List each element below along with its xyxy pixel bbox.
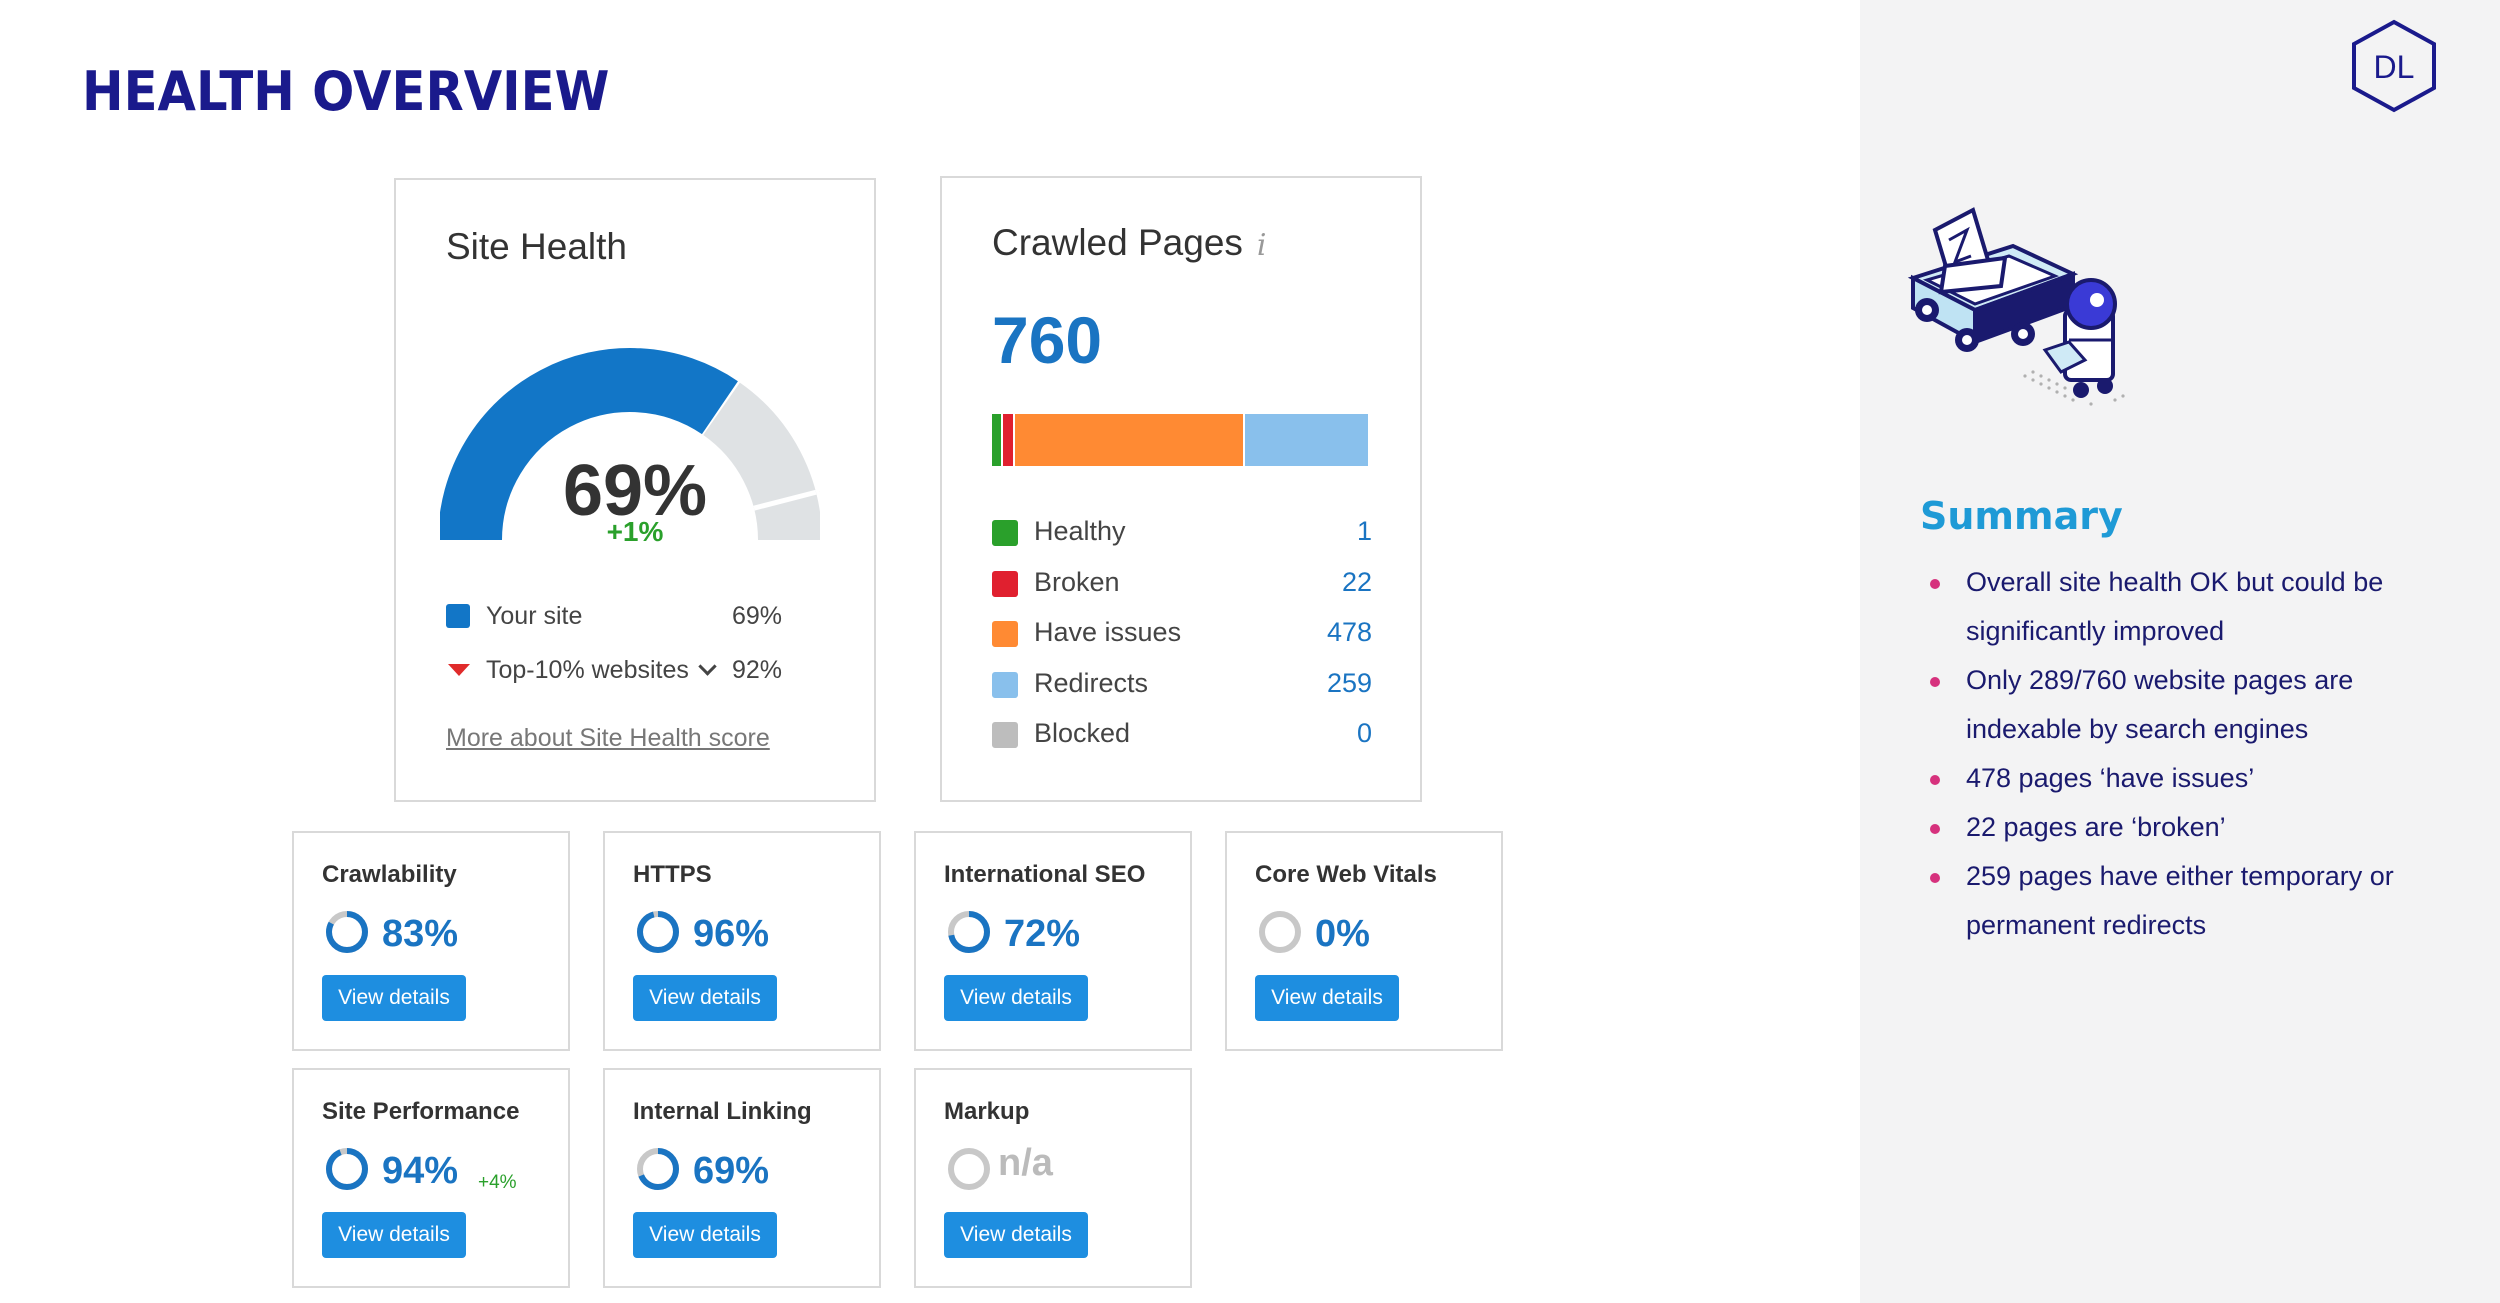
metric-title: Site Performance [322, 1098, 520, 1125]
crawled-row-broken[interactable]: Broken 22 [992, 565, 1372, 601]
gauge-score-arc [440, 348, 738, 541]
metric-card-site-performance: Site Performance 94% +4% View details [292, 1068, 570, 1288]
chevron-down-icon[interactable] [698, 657, 717, 676]
crawled-pages-title: Crawled Pages i [992, 222, 1267, 264]
summary-item: 259 pages have either temporary or perma… [1928, 852, 2468, 950]
dl-logo: DL [2350, 18, 2438, 114]
status-swatch-icon [992, 570, 1018, 597]
crawled-row-label: Redirects [1034, 667, 1149, 698]
metric-value: 94% [382, 1150, 459, 1192]
info-icon[interactable]: i [1256, 228, 1267, 263]
legend-label: Top-10% websites [486, 656, 689, 684]
legend-value: 92% [731, 656, 782, 684]
metric-title: HTTPS [633, 861, 712, 888]
slide-title: HEALTH OVERVIEW [82, 60, 610, 123]
view-details-button[interactable]: View details [1255, 975, 1399, 1021]
metric-delta: +4% [478, 1172, 517, 1193]
metric-value: 96% [693, 913, 770, 955]
metric-title: Markup [944, 1098, 1030, 1125]
crawled-stacked-bar [992, 414, 1370, 466]
your-site-swatch-icon [446, 604, 470, 628]
progress-ring-icon [948, 1148, 990, 1190]
view-details-button[interactable]: View details [944, 975, 1088, 1021]
crawled-row-label: Broken [1034, 566, 1120, 597]
progress-ring-icon [637, 1148, 679, 1190]
metric-value: 83% [382, 913, 459, 955]
logo-text: DL [2374, 49, 2415, 85]
metric-card-international-seo: International SEO 72% View details [914, 831, 1192, 1051]
gauge-remainder-arc [702, 382, 820, 541]
metric-card-core-web-vitals: Core Web Vitals 0% View details [1225, 831, 1503, 1051]
crawled-row-value[interactable]: 478 [1326, 617, 1372, 648]
crawled-row-value[interactable]: 1 [1356, 516, 1372, 546]
progress-ring-icon [326, 1148, 368, 1190]
legend-label: Your site [486, 602, 583, 630]
status-swatch-icon [992, 621, 1018, 648]
crawled-row-have-issues[interactable]: Have issues 478 [992, 615, 1372, 651]
metric-value: 69% [693, 1150, 770, 1192]
summary-title: Summary [1920, 494, 2123, 538]
summary-item: Overall site health OK but could be sign… [1928, 558, 2468, 656]
legend-top10[interactable]: Top-10% websites 92% [446, 654, 846, 688]
crawled-pages-card: Crawled Pages i 760 Healthy 1 Broken 22 Have … [940, 176, 1422, 802]
crawled-total: 760 [992, 303, 1103, 377]
view-details-button[interactable]: View details [633, 1212, 777, 1258]
crawled-row-label: Blocked [1034, 718, 1131, 749]
bar-segment-broken[interactable] [1003, 414, 1014, 466]
status-swatch-icon [992, 671, 1018, 698]
crawled-row-value[interactable]: 259 [1326, 667, 1372, 698]
crawled-row-redirects[interactable]: Redirects 259 [992, 666, 1372, 702]
site-health-card: Site Health 69% +1% Your site 69% Top-10… [394, 178, 876, 802]
crawled-row-label: Have issues [1034, 617, 1182, 648]
crawled-row-value[interactable]: 0 [1356, 718, 1372, 749]
progress-ring-icon [1259, 911, 1301, 953]
view-details-button[interactable]: View details [322, 1212, 466, 1258]
crawled-row-value[interactable]: 22 [1341, 566, 1372, 597]
more-about-site-health-link[interactable]: More about Site Health score [446, 724, 770, 752]
crawled-title-text: Crawled Pages [992, 222, 1243, 263]
metric-title: International SEO [944, 861, 1146, 888]
gauge-top10-tick [753, 489, 817, 511]
status-swatch-icon [992, 722, 1018, 749]
summary-list: Overall site health OK but could be sign… [1928, 558, 2468, 950]
metric-card-https: HTTPS 96% View details [603, 831, 881, 1051]
legend-your-site: Your site 69% [446, 600, 846, 634]
metric-card-markup: Markup n/a View details [914, 1068, 1192, 1288]
crawled-row-healthy[interactable]: Healthy 1 [992, 514, 1372, 550]
metric-title: Internal Linking [633, 1098, 812, 1125]
metric-value: 0% [1315, 913, 1370, 955]
view-details-button[interactable]: View details [944, 1212, 1088, 1258]
site-health-delta: +1% [606, 516, 664, 547]
bar-segment-healthy[interactable] [992, 414, 1002, 466]
status-swatch-icon [992, 520, 1018, 546]
progress-ring-icon [326, 911, 368, 953]
legend-value: 69% [731, 602, 782, 630]
metric-card-crawlability: Crawlability 83% View details [292, 831, 570, 1051]
summary-item: Only 289/760 website pages are indexable… [1928, 656, 2468, 754]
robot-truck-illustration [1907, 207, 2125, 406]
top10-dropdown[interactable]: Top-10% websites [486, 656, 717, 685]
summary-item: 22 pages are ‘broken’ [1928, 803, 2468, 852]
crawled-row-label: Healthy [1034, 516, 1126, 546]
progress-ring-icon [637, 911, 679, 953]
metric-card-internal-linking: Internal Linking 69% View details [603, 1068, 881, 1288]
view-details-button[interactable]: View details [322, 975, 466, 1021]
site-health-title: Site Health [446, 226, 627, 267]
site-health-score: 69% [562, 451, 708, 531]
progress-ring-icon [948, 911, 990, 953]
bar-segment-have-issues[interactable] [1015, 414, 1243, 466]
bar-segment-redirects[interactable] [1244, 414, 1368, 466]
summary-item: 478 pages ‘have issues’ [1928, 754, 2468, 803]
red-triangle-icon [448, 664, 470, 676]
metric-title: Core Web Vitals [1255, 861, 1437, 888]
metric-value: 72% [1004, 913, 1081, 955]
metric-value: n/a [998, 1142, 1053, 1184]
view-details-button[interactable]: View details [633, 975, 777, 1021]
site-health-gauge [440, 348, 820, 541]
crawled-row-blocked[interactable]: Blocked 0 [992, 716, 1372, 752]
metric-title: Crawlability [322, 861, 457, 888]
